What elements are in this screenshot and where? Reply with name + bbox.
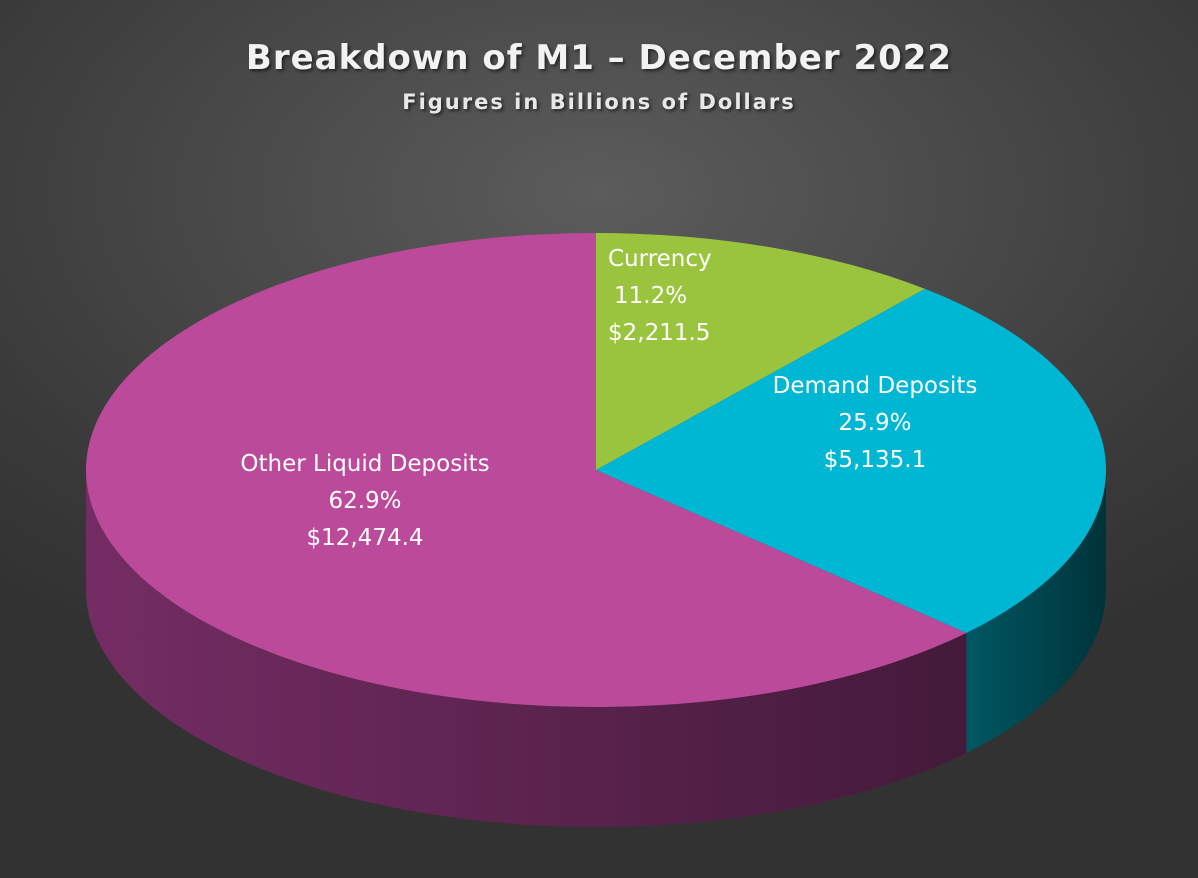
pie-sides <box>86 470 1106 827</box>
slice-percent-label: 62.9% <box>328 488 401 514</box>
slice-value-label: $12,474.4 <box>306 525 423 551</box>
slice-currency <box>596 233 925 470</box>
slice-demand-deposits <box>596 288 1106 633</box>
slice-category-label: Demand Deposits <box>773 373 978 399</box>
slice-value-label: $5,135.1 <box>824 447 926 473</box>
slice-side-shade <box>966 470 1106 753</box>
pie-labels: Currency 11.2% $2,211.5 Demand Deposits 25.9… <box>240 246 977 551</box>
chart-title: Breakdown of M1 – December 2022 <box>245 38 953 78</box>
slice-side-shade <box>86 470 967 827</box>
slice-category-label: Currency <box>608 246 712 272</box>
slice-category-label: Other Liquid Deposits <box>240 451 489 477</box>
pie-tops <box>85 233 1106 707</box>
slice-percent-label: 11.2% <box>614 283 687 309</box>
chart-subtitle: Figures in Billions of Dollars <box>402 90 796 114</box>
slice-other-liquid-deposits <box>85 233 967 707</box>
slice-value-label: $2,211.5 <box>608 320 710 346</box>
slice-percent-label: 25.9% <box>838 410 911 436</box>
